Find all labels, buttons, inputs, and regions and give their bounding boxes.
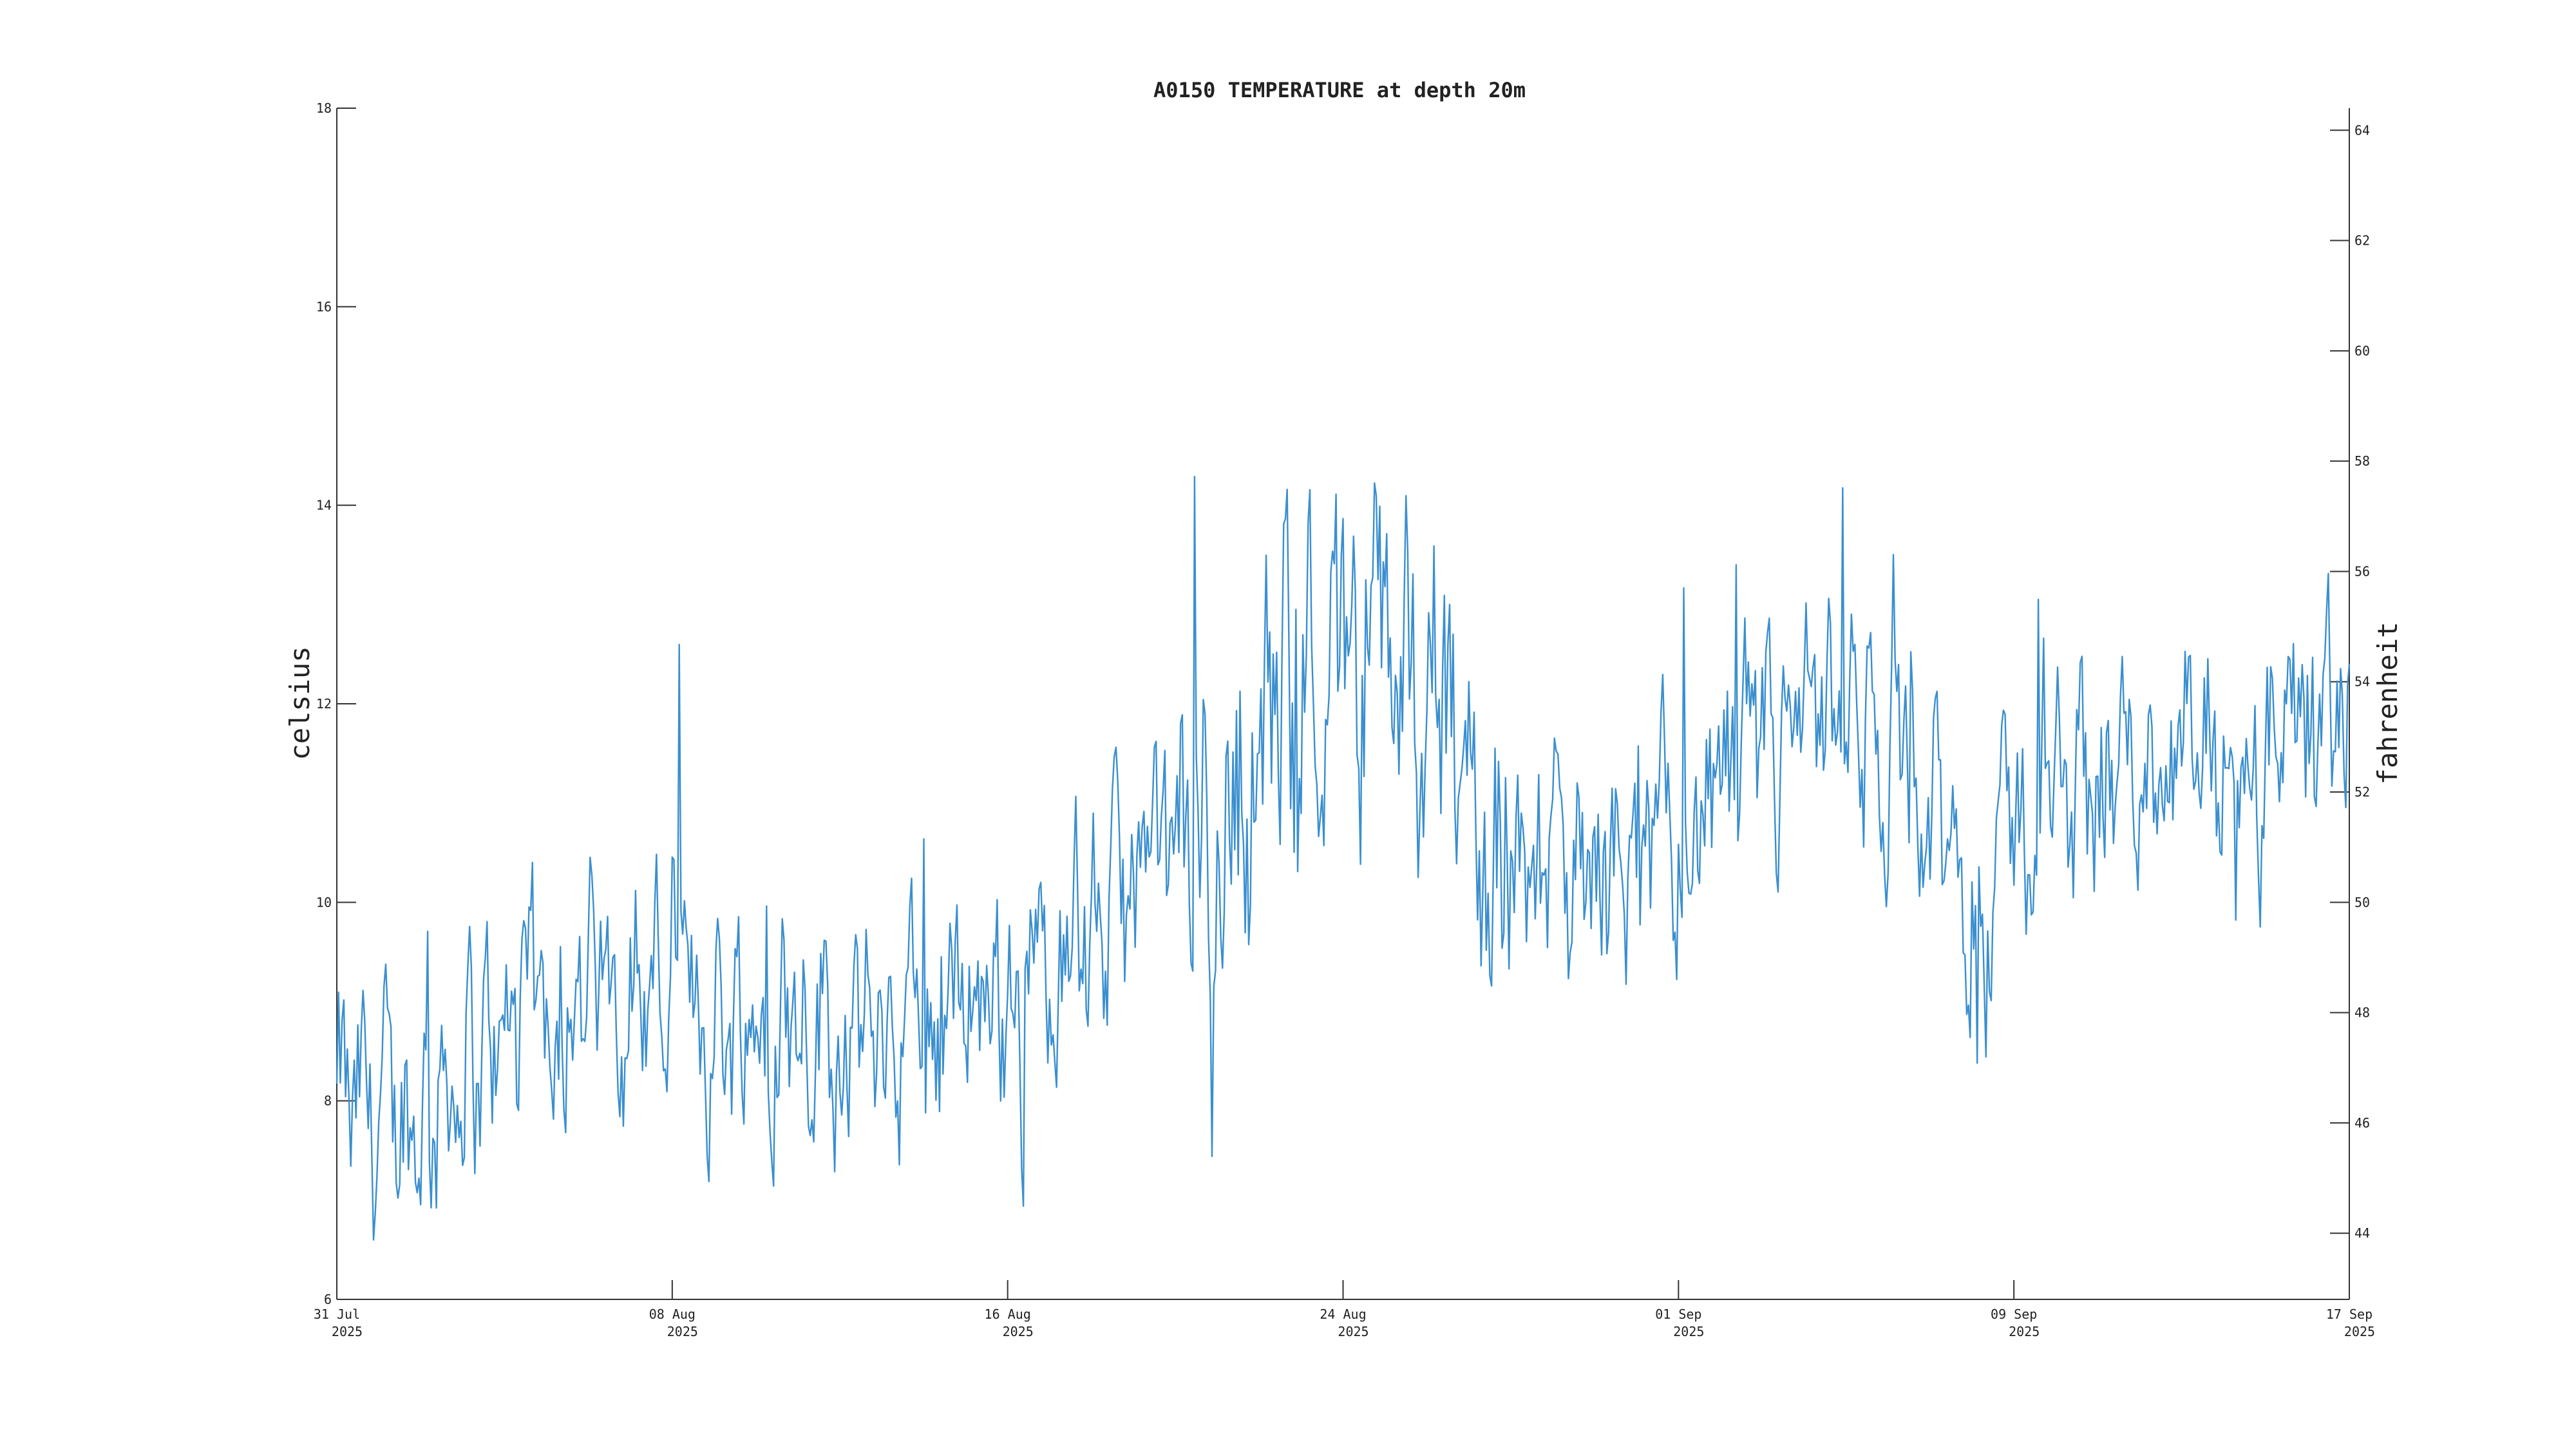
y2-tick-label: 48 — [2354, 1005, 2370, 1021]
x-tick-label-date: 09 Sep — [1991, 1306, 2037, 1322]
y2-tick-label: 64 — [2354, 122, 2370, 138]
y2-tick-label: 44 — [2354, 1225, 2370, 1241]
x-tick-label-date: 08 Aug — [649, 1306, 696, 1322]
y2-tick-label: 62 — [2354, 233, 2370, 249]
x-tick-label-year: 2025 — [667, 1324, 698, 1339]
x-tick-label-date: 17 Sep — [2326, 1306, 2372, 1322]
y-tick-label: 10 — [316, 894, 332, 910]
x-tick-label-date: 01 Sep — [1655, 1306, 1701, 1322]
y-tick-label: 14 — [316, 498, 332, 513]
y2-tick-label: 56 — [2354, 563, 2370, 579]
y-tick-label: 6 — [324, 1292, 332, 1307]
plot-area: 6 8 10 12 14 16 18 44 46 48 50 52 54 56 58 60 62 64 31 Jul… — [314, 100, 2375, 1339]
temperature-series-line — [336, 475, 2351, 1241]
x-tick-label-date: 16 Aug — [985, 1306, 1031, 1322]
y2-tick-label: 60 — [2354, 343, 2370, 359]
y-axis-label-celsius: celsius — [284, 646, 316, 760]
x-tick-label-year: 2025 — [1003, 1324, 1034, 1339]
chart-title: A0150 TEMPERATURE at depth 20m — [1153, 78, 1526, 102]
y2-tick-label: 46 — [2354, 1115, 2370, 1131]
y-tick-label: 18 — [316, 100, 332, 116]
y-tick-label: 16 — [316, 299, 332, 314]
y2-tick-label: 58 — [2354, 453, 2370, 469]
y2-axis-label-fahrenheit: fahrenheit — [2372, 622, 2403, 785]
x-tick-label-year: 2025 — [1338, 1324, 1368, 1339]
x-tick-label-year: 2025 — [332, 1324, 363, 1339]
y2-tick-label: 52 — [2354, 784, 2370, 800]
x-tick-label-year: 2025 — [1673, 1324, 1704, 1339]
y-tick-label: 12 — [316, 696, 332, 712]
y-tick-label: 8 — [324, 1093, 332, 1109]
x-tick-label-year: 2025 — [2344, 1324, 2375, 1339]
x-tick-label-date: 24 Aug — [1320, 1306, 1366, 1322]
y2-tick-label: 54 — [2354, 674, 2370, 690]
x-tick-label-date: 31 Jul — [314, 1306, 360, 1322]
x-tick-label-year: 2025 — [2009, 1324, 2040, 1339]
y2-tick-label: 50 — [2354, 894, 2370, 910]
